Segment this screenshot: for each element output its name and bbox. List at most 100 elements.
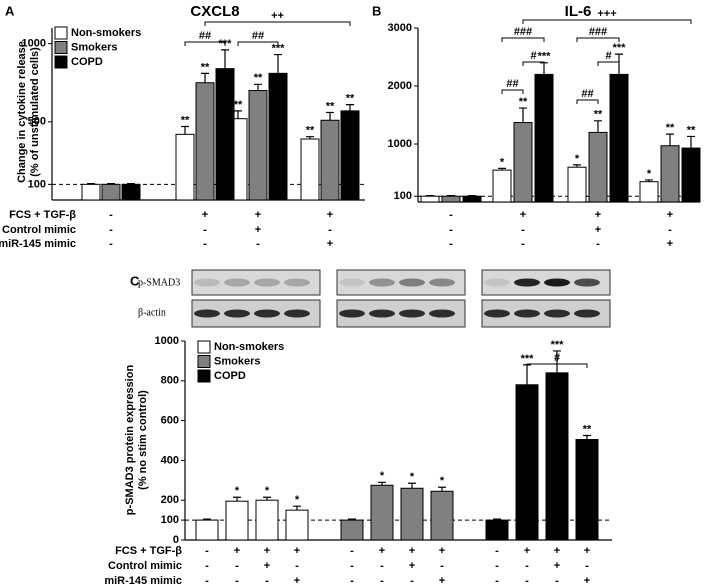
significance-stars: * bbox=[500, 156, 505, 168]
condition-mark: - bbox=[203, 224, 207, 236]
legend-label: COPD bbox=[71, 56, 103, 68]
bracket bbox=[522, 19, 692, 24]
condition-mark: + bbox=[327, 209, 333, 221]
significance-stars: *** bbox=[551, 339, 565, 351]
bar bbox=[441, 195, 461, 203]
y-tick-label: 1000 bbox=[388, 138, 412, 150]
condition-label: FCS + TGF-β bbox=[9, 209, 76, 221]
condition-mark: + bbox=[667, 209, 673, 221]
error-bar bbox=[519, 107, 527, 123]
y-axis-label: Change in cytokine release bbox=[16, 41, 28, 183]
significance-stars: * bbox=[440, 475, 445, 487]
bracket-label: ### bbox=[514, 26, 532, 38]
bar bbox=[492, 169, 512, 203]
bar bbox=[681, 147, 701, 203]
y-tick-label: 600 bbox=[161, 415, 179, 427]
error-bar bbox=[306, 136, 314, 140]
blot bbox=[191, 269, 321, 296]
bracket-label: # bbox=[605, 50, 611, 62]
condition-mark: - bbox=[668, 224, 672, 236]
condition-label: miR-145 mimic bbox=[0, 238, 76, 250]
blot-band bbox=[399, 309, 425, 318]
bar bbox=[175, 133, 195, 201]
error-bar bbox=[326, 111, 334, 121]
error-bar bbox=[254, 83, 262, 91]
y-tick-label: 500 bbox=[28, 116, 46, 128]
bar bbox=[121, 183, 141, 201]
significance-stars: ** bbox=[326, 100, 335, 112]
bracket bbox=[184, 41, 226, 46]
significance-stars: ** bbox=[254, 72, 263, 84]
bar bbox=[81, 183, 101, 201]
bar bbox=[215, 68, 235, 201]
error-bar bbox=[666, 133, 674, 146]
condition-mark: + bbox=[379, 545, 385, 557]
error-bar bbox=[573, 164, 581, 168]
error-bar bbox=[234, 110, 242, 119]
panel-letter: C bbox=[130, 273, 140, 288]
blot-label: p-SMAD3 bbox=[138, 277, 180, 288]
error-bar bbox=[447, 195, 455, 197]
blot-label: β-actin bbox=[138, 307, 166, 318]
condition-mark: + bbox=[595, 209, 601, 221]
bar bbox=[430, 490, 454, 541]
error-bar bbox=[438, 486, 446, 492]
legend-swatch bbox=[54, 26, 68, 40]
blot-band bbox=[254, 278, 280, 287]
error-bar bbox=[426, 195, 434, 197]
condition-mark: - bbox=[449, 238, 453, 250]
blot-band bbox=[574, 309, 600, 318]
condition-mark: - bbox=[109, 224, 113, 236]
y-tick-label: 400 bbox=[161, 454, 179, 466]
error-bar bbox=[348, 518, 356, 521]
legend-label: COPD bbox=[214, 370, 246, 382]
legend-swatch bbox=[197, 369, 211, 383]
y-tick-label: 1000 bbox=[155, 335, 179, 347]
bar bbox=[300, 138, 320, 201]
error-bar bbox=[293, 505, 301, 511]
significance-stars: *** bbox=[613, 42, 627, 54]
condition-label: FCS + TGF-β bbox=[115, 545, 182, 557]
condition-mark: + bbox=[234, 545, 240, 557]
significance-stars: *** bbox=[521, 353, 535, 365]
legend-label: Non-smokers bbox=[214, 341, 284, 353]
blot-band bbox=[194, 278, 220, 287]
y-axis-label: p-SMAD3 protein expression bbox=[124, 365, 136, 516]
blot-band bbox=[224, 278, 250, 287]
y-tick-label: 100 bbox=[394, 190, 412, 202]
condition-mark: - bbox=[495, 545, 499, 557]
error-bar bbox=[201, 72, 209, 83]
y-tick-label: 1000 bbox=[22, 38, 46, 50]
bar bbox=[545, 372, 569, 541]
blot-band bbox=[284, 309, 310, 318]
condition-mark: - bbox=[596, 238, 600, 250]
condition-mark: + bbox=[439, 545, 445, 557]
condition-mark: + bbox=[584, 545, 590, 557]
blot-band bbox=[544, 278, 570, 287]
condition-mark: + bbox=[409, 560, 415, 572]
significance-stars: ** bbox=[181, 114, 190, 126]
error-bar bbox=[107, 182, 115, 185]
condition-mark: + bbox=[294, 545, 300, 557]
significance-stars: * bbox=[235, 485, 240, 497]
significance-stars: * bbox=[647, 168, 652, 180]
condition-label: Control mimic bbox=[108, 560, 182, 572]
condition-mark: - bbox=[380, 560, 384, 572]
condition-mark: - bbox=[328, 224, 332, 236]
bar bbox=[660, 145, 680, 203]
blot-band bbox=[514, 309, 540, 318]
significance-stars: *** bbox=[538, 51, 552, 63]
bracket bbox=[597, 61, 620, 66]
condition-mark: + bbox=[255, 224, 261, 236]
bracket-label: ## bbox=[506, 78, 518, 90]
condition-mark: - bbox=[203, 238, 207, 250]
condition-mark: - bbox=[109, 238, 113, 250]
bar bbox=[195, 82, 215, 201]
significance-stars: ** bbox=[583, 423, 592, 435]
blot-band bbox=[399, 278, 425, 287]
legend-swatch bbox=[54, 55, 68, 69]
y-tick-label: 100 bbox=[28, 178, 46, 190]
bracket bbox=[237, 41, 279, 46]
error-bar bbox=[274, 53, 282, 74]
